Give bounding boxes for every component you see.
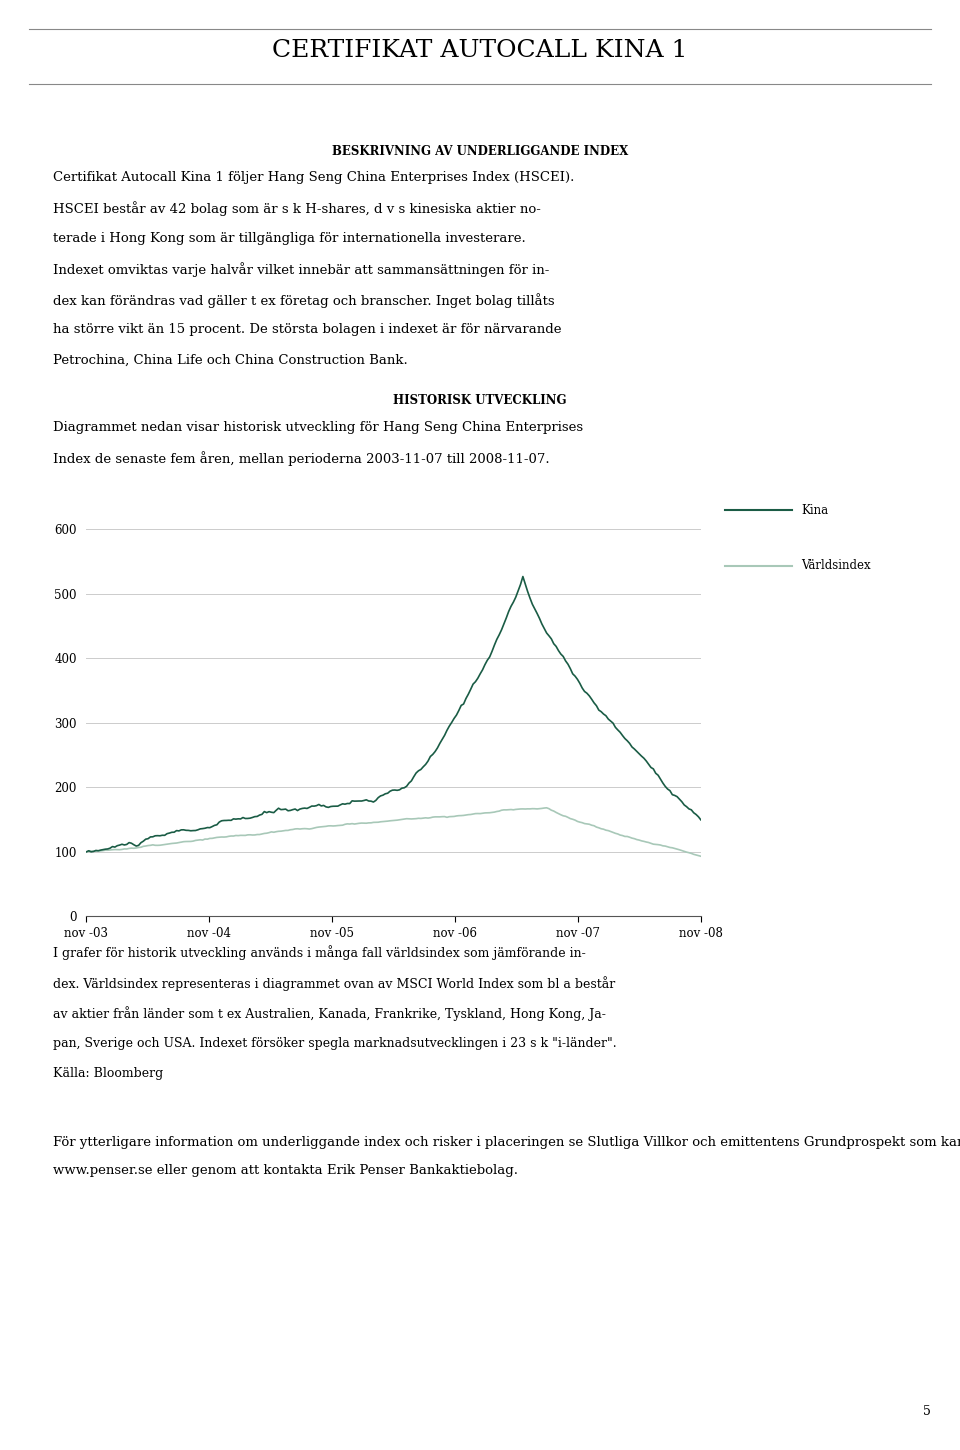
Text: HSCEI består av 42 bolag som är s k H-shares, d v s kinesiska aktier no-: HSCEI består av 42 bolag som är s k H-sh… <box>53 202 540 216</box>
Text: Världsindex: Världsindex <box>802 560 872 571</box>
Text: Petrochina, China Life och China Construction Bank.: Petrochina, China Life och China Constru… <box>53 354 408 367</box>
Text: HISTORISK UTVECKLING: HISTORISK UTVECKLING <box>394 394 566 407</box>
Text: Certifikat Autocall Kina 1 följer Hang Seng China Enterprises Index (HSCEI).: Certifikat Autocall Kina 1 följer Hang S… <box>53 171 574 184</box>
Text: av aktier från länder som t ex Australien, Kanada, Frankrike, Tyskland, Hong Kon: av aktier från länder som t ex Australie… <box>53 1006 606 1021</box>
Text: 5: 5 <box>924 1405 931 1418</box>
Text: Kina: Kina <box>802 505 828 516</box>
Text: I grafer för historik utveckling används i många fall världsindex som jämförande: I grafer för historik utveckling används… <box>53 945 586 960</box>
Text: Indexet omviktas varje halvår vilket innebär att sammansättningen för in-: Indexet omviktas varje halvår vilket inn… <box>53 262 549 277</box>
Text: www.penser.se eller genom att kontakta Erik Penser Bankaktiebolag.: www.penser.se eller genom att kontakta E… <box>53 1164 517 1177</box>
Text: CERTIFIKAT AUTOCALL KINA 1: CERTIFIKAT AUTOCALL KINA 1 <box>273 39 687 62</box>
Text: Källa: Bloomberg: Källa: Bloomberg <box>53 1067 163 1080</box>
Text: dex. Världsindex representeras i diagrammet ovan av MSCI World Index som bl a be: dex. Världsindex representeras i diagram… <box>53 976 615 990</box>
Text: Diagrammet nedan visar historisk utveckling för Hang Seng China Enterprises: Diagrammet nedan visar historisk utveckl… <box>53 420 583 434</box>
Text: BESKRIVNING AV UNDERLIGGANDE INDEX: BESKRIVNING AV UNDERLIGGANDE INDEX <box>332 145 628 158</box>
Text: terade i Hong Kong som är tillgängliga för internationella investerare.: terade i Hong Kong som är tillgängliga f… <box>53 232 525 245</box>
Text: Index de senaste fem åren, mellan perioderna 2003-11-07 till 2008-11-07.: Index de senaste fem åren, mellan period… <box>53 451 549 465</box>
Text: ha större vikt än 15 procent. De största bolagen i indexet är för närvarande: ha större vikt än 15 procent. De största… <box>53 323 562 336</box>
Text: dex kan förändras vad gäller t ex företag och branscher. Inget bolag tillåts: dex kan förändras vad gäller t ex företa… <box>53 293 555 307</box>
Text: För ytterligare information om underliggande index och risker i placeringen se S: För ytterligare information om underligg… <box>53 1134 960 1148</box>
Text: pan, Sverige och USA. Indexet försöker spegla marknadsutvecklingen i 23 s k "i-l: pan, Sverige och USA. Indexet försöker s… <box>53 1037 616 1050</box>
